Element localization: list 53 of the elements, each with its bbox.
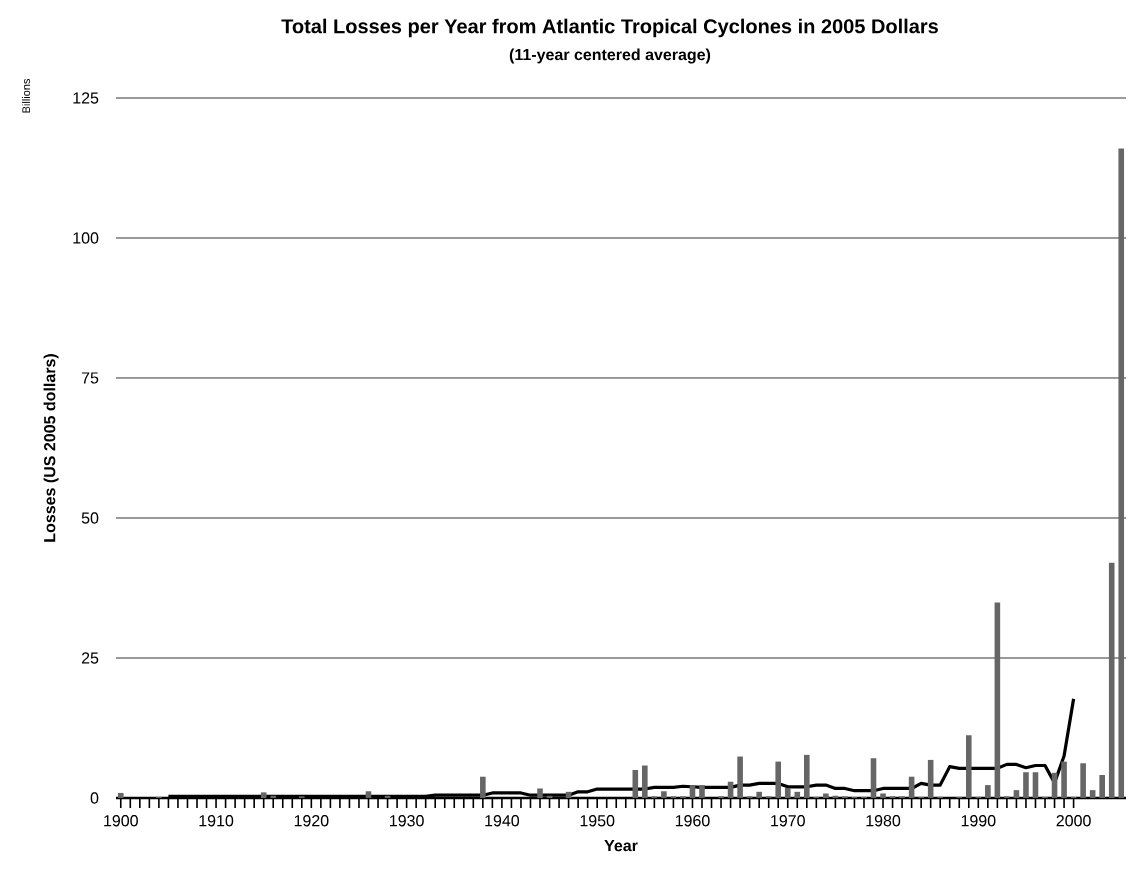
- x-tick-label: 1940: [485, 815, 520, 827]
- x-tick-label: 1970: [771, 815, 805, 827]
- y-tick-label: 0: [90, 792, 99, 804]
- x-tick-label: 1910: [199, 815, 234, 827]
- x-tick-label: 1980: [866, 815, 901, 827]
- x-axis-title: Year: [604, 840, 638, 852]
- bar: [1089, 790, 1096, 798]
- bar: [756, 791, 762, 798]
- bar: [1080, 763, 1086, 798]
- bar: [880, 793, 886, 798]
- x-tick-label: 1990: [961, 815, 996, 827]
- bar: [365, 791, 372, 798]
- text: Billions: [21, 78, 31, 113]
- chart-title: Total Losses per Year from Atlantic Tropical Cyclones in 2005 Dollars: [281, 18, 938, 38]
- bar: [270, 795, 277, 798]
- bar: [537, 788, 543, 798]
- bar: [260, 792, 267, 798]
- y-tick-label: 125: [73, 92, 99, 104]
- bar: [985, 785, 991, 798]
- bar: [737, 756, 743, 798]
- chart-subtitle: (11-year centered average): [509, 48, 711, 64]
- bar: [784, 787, 791, 798]
- bar: [699, 785, 705, 798]
- x-tick-label: 1920: [294, 815, 329, 827]
- bar: [689, 785, 696, 798]
- bar: [823, 793, 829, 798]
- x-tick-label: 1930: [390, 815, 424, 827]
- bar: [117, 792, 124, 798]
- y-tick-label: 25: [81, 652, 99, 664]
- x-tick-label: 1950: [580, 815, 615, 827]
- x-tick-label: 2000: [1056, 815, 1091, 827]
- y-tick-label: 100: [73, 232, 99, 244]
- x-tick-label: 1960: [675, 815, 710, 827]
- bar: [642, 765, 648, 798]
- y-axis-title: Losses (US 2005 dollars): [43, 354, 59, 542]
- bar: [632, 769, 639, 798]
- x-tick-label: 1900: [104, 815, 138, 827]
- y-tick-label: 75: [81, 372, 99, 384]
- bar: [480, 776, 486, 798]
- bar: [1108, 562, 1115, 798]
- bar: [794, 791, 801, 798]
- bar: [661, 791, 667, 798]
- bar: [1118, 148, 1125, 798]
- bar: [870, 758, 877, 798]
- y-tick-label: 50: [81, 512, 99, 524]
- bar: [804, 754, 810, 798]
- bar: [1032, 772, 1039, 798]
- bar: [1013, 790, 1020, 798]
- bar: [965, 735, 972, 798]
- bar: [1061, 761, 1067, 798]
- bar: [1023, 772, 1029, 798]
- bar: [775, 761, 782, 798]
- bar: [1099, 775, 1105, 798]
